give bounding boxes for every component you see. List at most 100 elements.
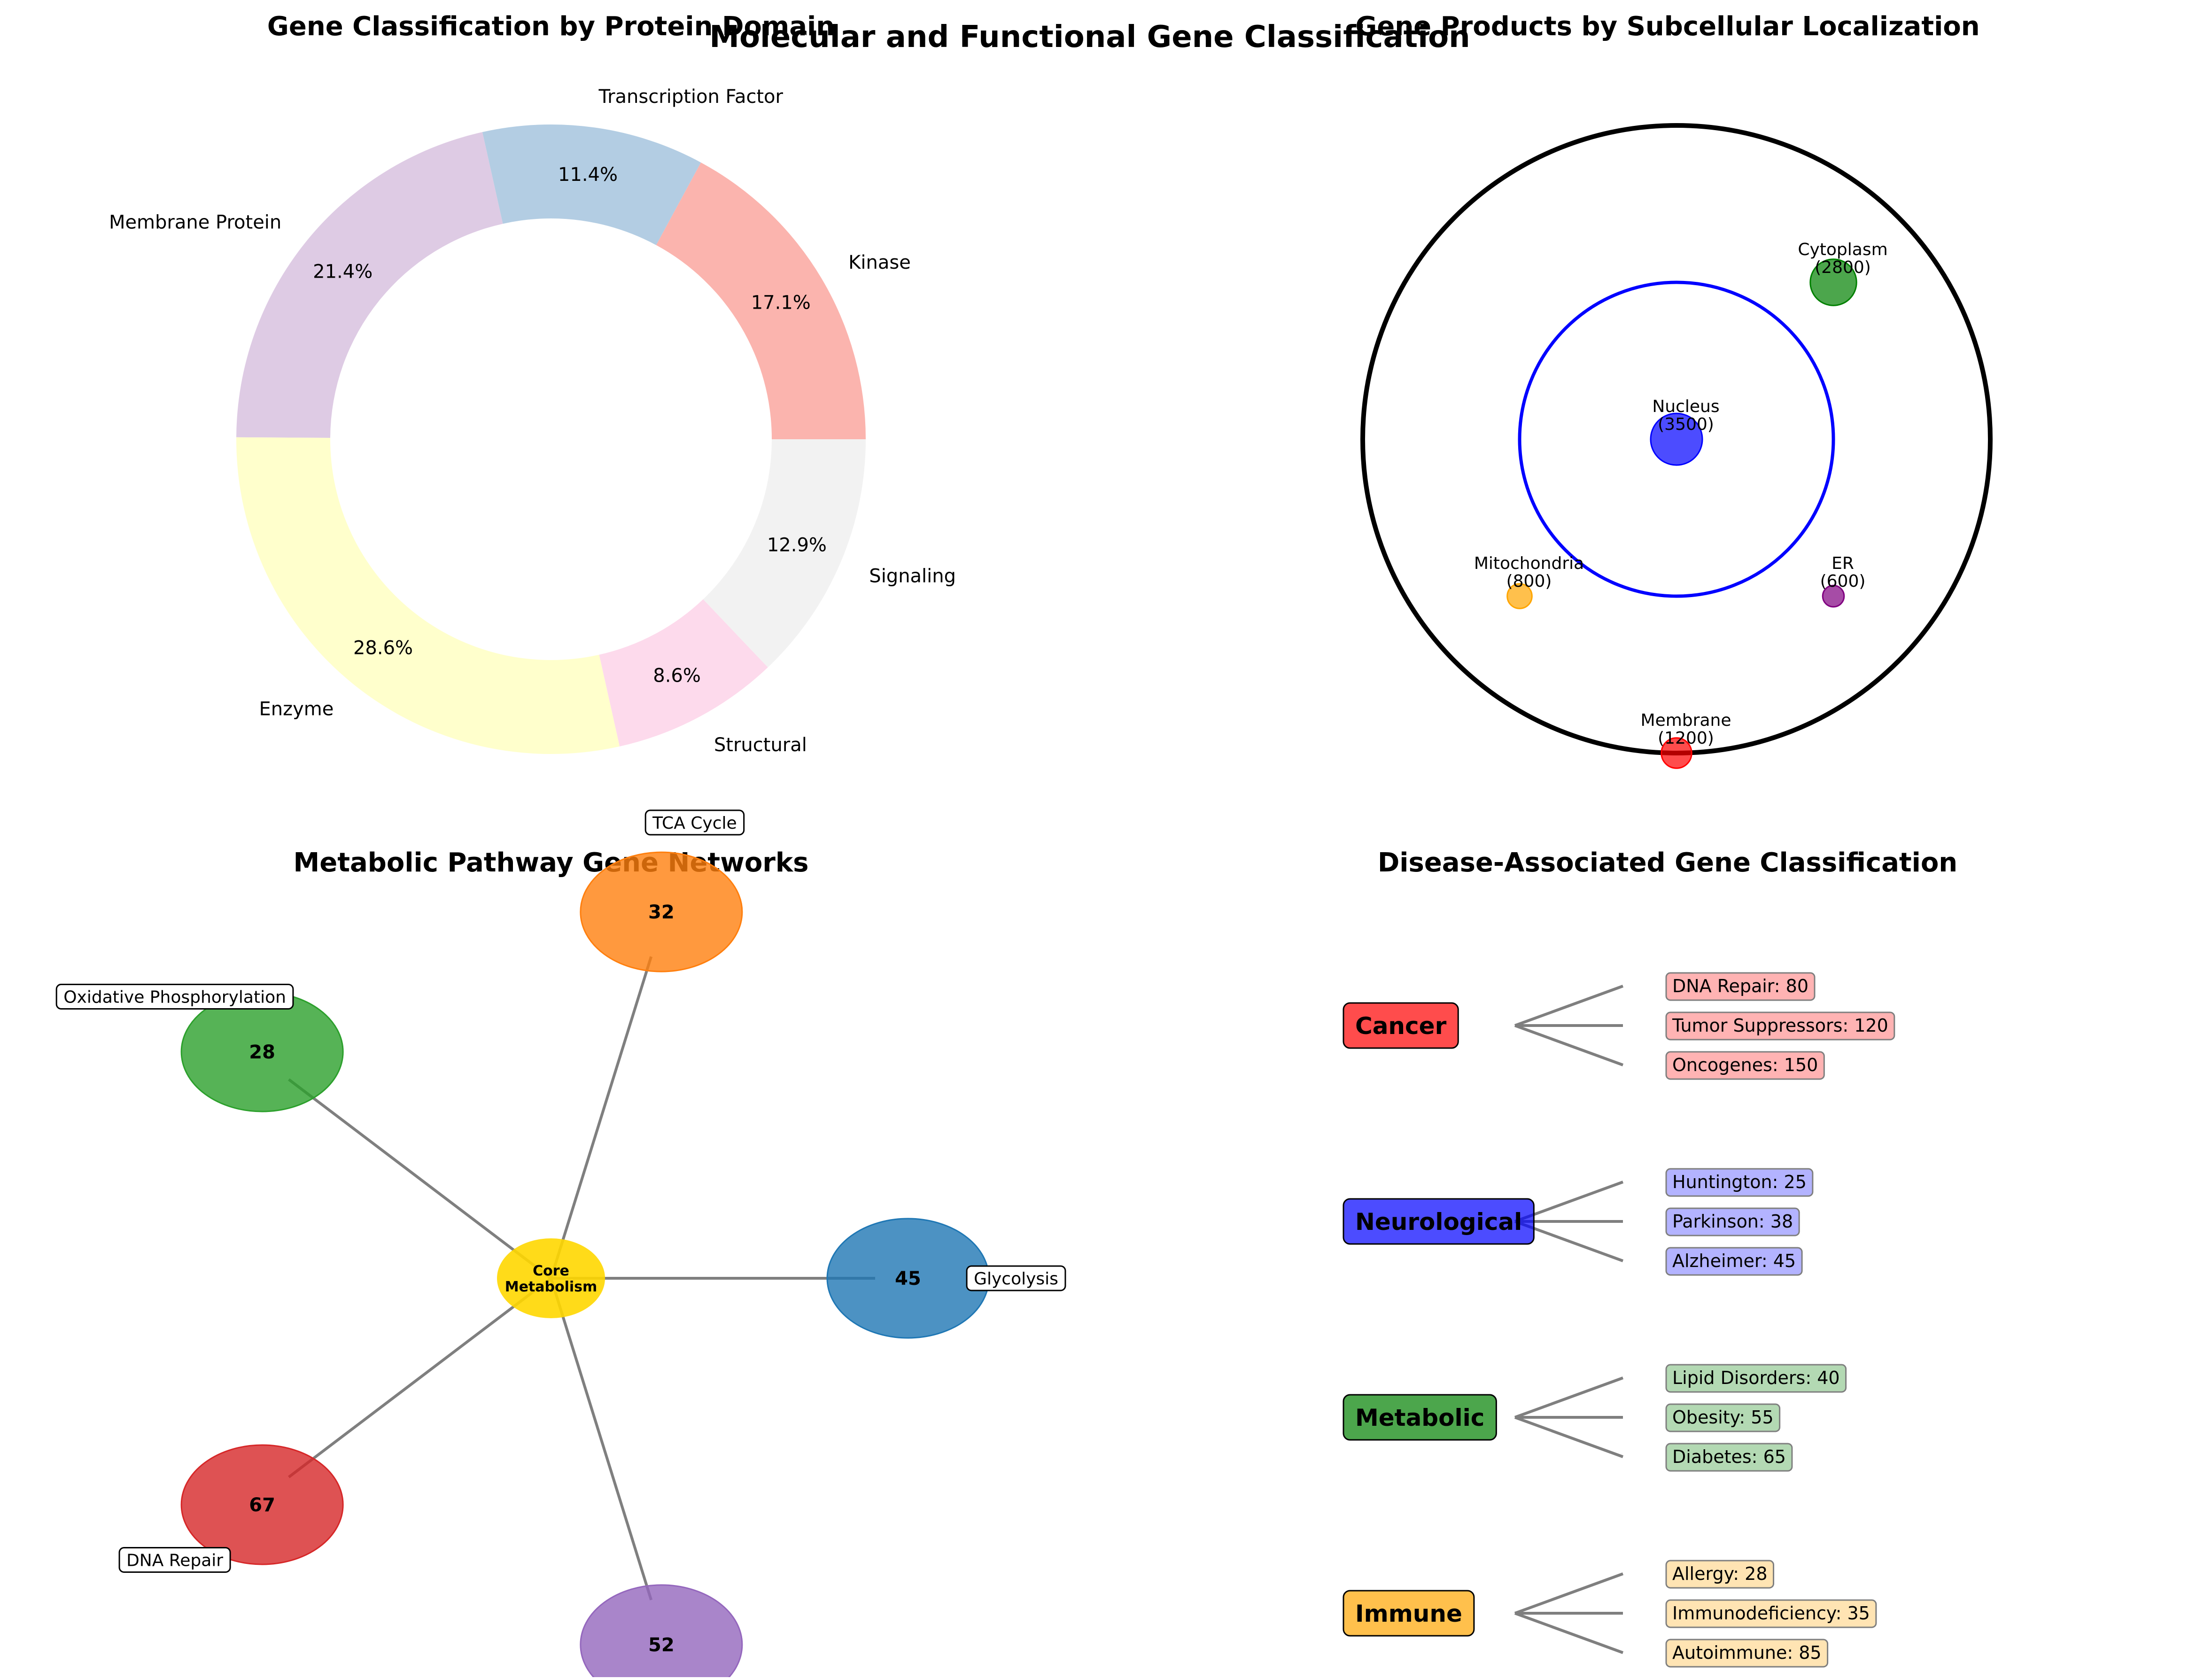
localization-point-value: (2800) [1815,258,1871,277]
disease-item-huntington: Huntington: 25 [1672,1172,1807,1192]
network-node-label-box [118,1547,231,1573]
donut-slice-percent: 28.6% [353,637,413,659]
network-edge [287,1078,552,1280]
disease-item-allergy: Allergy: 28 [1672,1563,1768,1584]
network-center-node [497,1238,605,1318]
donut-slice-percent: 12.9% [767,535,827,556]
donut-slice-label: Kinase [848,252,911,273]
localization-point-value: (1200) [1658,729,1714,748]
network-edge [550,956,653,1279]
disease-item-box [1665,1011,1895,1041]
localization-point-value: (600) [1820,572,1866,591]
donut-slice-kinase [656,162,866,440]
protein-domain-donut-chart: Gene Classification by Protein Domain Ki… [109,11,956,756]
disease-category-box-neurological [1343,1198,1535,1245]
disease-category-box-metabolic [1343,1394,1497,1441]
network-node-dna-repair [180,1444,344,1565]
disease-item-dna-repair: DNA Repair: 80 [1672,976,1808,996]
disease-item-box [1665,1443,1793,1472]
disease-branch-line [1514,985,1624,1027]
donut-slice-label: Membrane Protein [109,211,281,233]
localization-chart-title: Gene Products by Subcellular Localizatio… [1355,11,1979,42]
disease-category-box-immune [1343,1590,1475,1637]
disease-gene-classification-chart: Disease-Associated Gene Classification C… [1343,847,1957,1668]
disease-category-label: Immune [1355,1600,1462,1627]
network-node-cell-cycle [580,1584,743,1679]
donut-slice-label: Enzyme [259,699,334,720]
figure-suptitle: Molecular and Functional Gene Classifica… [709,20,1470,54]
localization-point-name: Cytoplasm [1798,240,1887,259]
subcellular-localization-chart: Gene Products by Subcellular Localizatio… [1355,11,1993,769]
disease-item-tumor-suppressors: Tumor Suppressors: 120 [1672,1015,1888,1036]
localization-point-cytoplasm [1809,258,1857,306]
donut-slice-percent: 21.4% [313,261,373,283]
disease-chart-title: Disease-Associated Gene Classification [1378,847,1957,878]
disease-item-box [1665,1639,1829,1668]
donut-slice-percent: 8.6% [653,665,701,686]
donut-slice-percent: 11.4% [558,164,618,186]
network-node-label: DNA Repair [126,1551,223,1570]
disease-item-box [1665,1051,1825,1080]
network-node-label-box [966,1265,1066,1291]
disease-branch-line [1514,1612,1624,1654]
disease-branch-line [1514,1024,1624,1066]
disease-branch-line [1514,1572,1624,1615]
network-edge [550,1278,653,1601]
localization-point-name: Mitochondria [1474,554,1584,573]
disease-item-box [1665,972,1816,1001]
network-chart-title: Metabolic Pathway Gene Networks [294,847,809,878]
disease-item-box [1665,1207,1800,1236]
localization-point-name: ER [1832,554,1854,573]
network-node-tca-cycle [580,851,743,972]
center-node-label-line2: Metabolism [505,1279,598,1295]
disease-item-box [1665,1364,1847,1393]
disease-item-alzheimer: Alzheimer: 45 [1672,1251,1796,1271]
donut-slice-structural [599,599,768,746]
disease-item-box [1665,1560,1775,1589]
disease-item-obesity: Obesity: 55 [1672,1407,1774,1428]
network-node-label-box [55,983,294,1010]
disease-item-oncogenes: Oncogenes: 150 [1672,1055,1818,1075]
disease-item-box [1665,1247,1803,1276]
disease-item-diabetes: Diabetes: 65 [1672,1446,1786,1467]
network-edge [287,1277,552,1478]
localization-point-membrane [1661,737,1692,769]
disease-category-box-cancer [1343,1002,1459,1049]
localization-point-nucleus [1650,412,1703,466]
donut-slice-signaling [703,439,866,668]
donut-slice-label: Transcription Factor [598,86,784,108]
disease-item-autoimmune: Autoimmune: 85 [1672,1642,1822,1663]
network-node-value: 67 [249,1494,275,1516]
disease-item-box [1665,1403,1781,1432]
disease-item-lipid-disorders: Lipid Disorders: 40 [1672,1368,1840,1388]
network-node-value: 52 [648,1634,675,1656]
donut-slice-label: Signaling [869,566,956,587]
donut-slice-percent: 17.1% [751,292,811,314]
disease-item-immunodeficiency: Immunodeficiency: 35 [1672,1603,1870,1624]
network-node-value: 45 [895,1268,921,1290]
disease-category-label: Cancer [1355,1012,1447,1040]
donut-slice-enzyme [236,437,620,754]
localization-point-name: Membrane [1641,711,1731,730]
disease-item-box [1665,1599,1877,1628]
network-node-label: Oxidative Phosphorylation [63,987,286,1007]
network-node-label: TCA Cycle [652,814,737,833]
nucleus-boundary-circle [1518,280,1835,598]
disease-category-label: Metabolic [1355,1404,1484,1431]
network-node-value: 32 [648,902,675,923]
disease-category-label: Neurological [1355,1208,1522,1236]
disease-item-box [1665,1168,1814,1197]
localization-point-value: (800) [1506,572,1552,591]
network-node-label-box [644,809,745,836]
network-node-value: 28 [249,1042,275,1063]
disease-branch-line [1514,1416,1624,1458]
localization-point-name: Nucleus [1652,397,1719,416]
localization-point-value: (3500) [1658,415,1714,434]
localization-point-mitochondria [1506,583,1533,609]
donut-chart-title: Gene Classification by Protein Domain [267,11,835,42]
donut-slice-label: Structural [714,734,807,756]
disease-item-parkinson: Parkinson: 38 [1672,1211,1793,1232]
center-node-label-line1: Core [533,1263,569,1279]
